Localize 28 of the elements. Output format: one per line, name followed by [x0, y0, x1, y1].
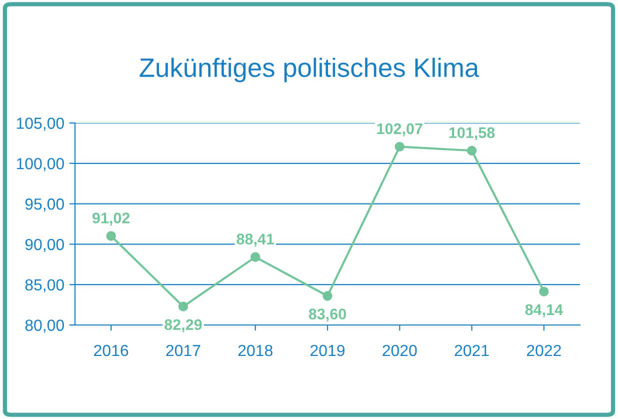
y-tick-label: 90,00 — [25, 238, 64, 252]
point — [394, 142, 405, 152]
x-tick-label: 2019 — [310, 344, 345, 356]
x-tick-label: 2016 — [94, 344, 128, 356]
y-tick-label: 100,00 — [16, 158, 64, 172]
data-label: 88,41 — [236, 234, 274, 247]
y-tick-label: 80,00 — [25, 320, 64, 333]
y-tick-label: 95,00 — [25, 198, 64, 212]
data-label: 82,29 — [164, 319, 202, 332]
point — [466, 146, 477, 156]
data-label: 101,58 — [449, 127, 495, 140]
data-label: 84,14 — [525, 304, 563, 318]
data-label: 83,60 — [308, 308, 346, 322]
y-tick-label: 105,00 — [16, 118, 64, 131]
data-label: 102,07 — [377, 123, 422, 136]
x-tick-label: 2021 — [454, 344, 489, 356]
x-tick-label: 2018 — [238, 344, 272, 356]
point — [322, 291, 332, 301]
chart-title: Zukünftiges politisches Klima — [140, 58, 480, 82]
point — [539, 286, 549, 296]
x-tick-label: 2022 — [526, 344, 561, 356]
y-tick-label: 85,00 — [25, 279, 64, 292]
x-tick-label: 2020 — [382, 344, 417, 356]
x-tick-label: 2017 — [166, 344, 200, 356]
point — [250, 252, 260, 262]
point — [178, 302, 188, 312]
point — [106, 231, 116, 241]
data-label: 91,02 — [92, 212, 130, 226]
